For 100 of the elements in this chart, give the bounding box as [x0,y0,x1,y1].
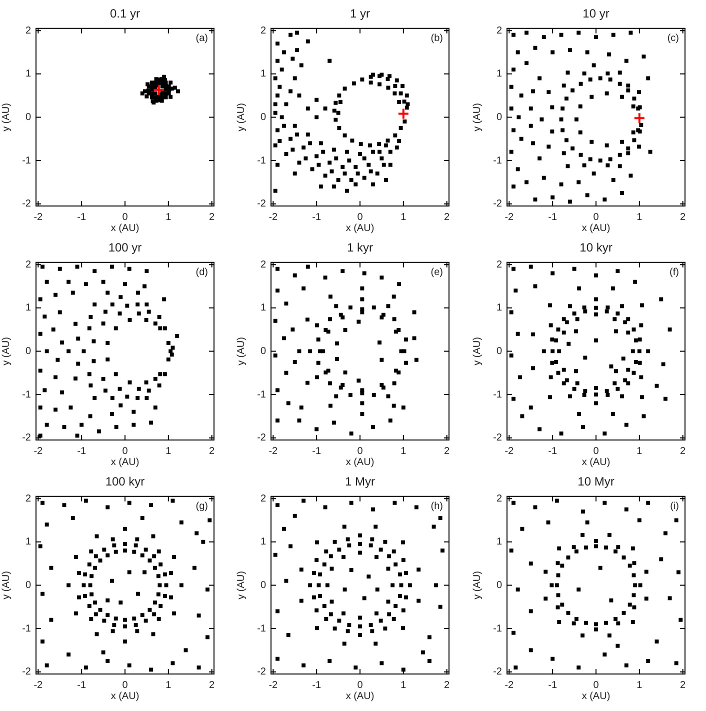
y-tick-label: -2 [257,666,266,678]
y-tick-label: -1 [257,389,266,400]
point [176,89,180,94]
annotation: (b) [430,33,443,44]
y-tick-label: 1 [496,68,502,80]
y-tick-label: -1 [22,155,32,166]
x-tick-label: -2 [504,680,514,691]
chart-title: 1 Myr [345,474,376,489]
x-tick-label: -1 [312,446,322,457]
annotation: (h) [430,501,443,512]
y-tick-label: -2 [493,198,502,210]
x-tick-label: 1 [636,212,643,223]
x-tick-label: 2 [209,680,216,691]
y-tick-label: 0 [260,112,266,123]
y-axis-title: y (AU) [472,337,483,366]
y-tick-label: 1 [25,302,32,314]
x-tick-label: -2 [268,212,278,223]
x-tick-label: -2 [504,446,514,457]
x-tick-label: -1 [77,446,86,457]
x-tick-label: 1 [400,446,407,457]
y-tick-label: 2 [496,259,502,270]
x-tick-label: 2 [444,680,450,691]
y-axis-title: y (AU) [236,337,247,366]
point [144,94,149,98]
x-tick-label: 1 [400,680,407,691]
y-tick-label: -1 [257,155,266,166]
x-tick-label: -2 [34,680,44,691]
point [152,84,165,96]
x-axis-title: x (AU) [346,222,374,234]
x-tick-label: -1 [77,212,86,223]
y-tick-label: 0 [260,580,266,591]
x-tick-label: 1 [166,446,172,457]
y-tick-label: -2 [22,198,32,210]
x-tick-label: 0 [593,446,600,457]
x-tick-label: -1 [312,212,322,223]
y-tick-label: -2 [493,432,502,444]
y-tick-label: -2 [22,432,32,444]
y-tick-label: 0 [25,580,32,591]
annotation: (a) [196,33,208,44]
x-tick-label: 0 [122,446,128,457]
point [164,95,168,100]
x-tick-label: -1 [548,446,558,457]
y-axis-title: y (AU) [0,103,12,132]
x-tick-label: 1 [636,680,643,691]
y-tick-label: 2 [260,259,266,270]
y-tick-label: 2 [496,493,502,504]
x-tick-label: -2 [34,446,44,457]
point [140,91,144,96]
chart-title: 1 yr [350,6,370,21]
x-tick-label: 2 [444,212,450,223]
x-tick-label: -1 [548,680,558,691]
x-axis-title: x (AU) [110,456,140,468]
y-tick-label: 2 [260,493,266,504]
y-tick-label: -1 [22,623,32,634]
annotation: (g) [196,501,208,512]
y-tick-label: 0 [25,346,32,357]
chart-title: 10 yr [582,6,610,21]
y-tick-label: 0 [496,112,502,123]
point [168,94,173,99]
x-tick-label: -2 [268,680,278,691]
x-tick-label: 0 [593,212,600,223]
x-tick-label: -1 [77,680,86,691]
x-tick-label: 2 [680,680,686,691]
x-tick-label: 1 [400,212,407,223]
annotation: (f) [670,267,679,278]
x-tick-label: 2 [444,446,450,457]
x-axis-title: x (AU) [582,690,610,702]
x-tick-label: 0 [357,446,364,457]
x-tick-label: 0 [122,212,128,223]
chart-title: 10 Myr [578,474,614,489]
x-tick-label: 1 [166,680,172,691]
x-axis-title: x (AU) [110,222,140,234]
point [166,91,171,96]
x-tick-label: -2 [34,212,44,223]
y-axis-title: y (AU) [0,337,12,366]
y-tick-label: 1 [260,302,266,314]
point [160,84,164,88]
annotation: (e) [430,267,443,278]
x-tick-label: 1 [636,446,643,457]
y-axis-title: y (AU) [236,571,247,600]
chart-title: 100 yr [108,240,142,255]
x-tick-label: 2 [209,212,216,223]
point [168,80,173,85]
x-tick-label: -1 [312,680,322,691]
x-axis-title: x (AU) [346,690,374,702]
annotation: (d) [196,267,208,278]
chart-title: 10 kyr [580,240,612,255]
y-tick-label: 1 [260,68,266,80]
y-axis-title: y (AU) [472,103,483,132]
y-tick-label: 1 [260,536,266,548]
x-axis-title: x (AU) [110,690,140,702]
y-tick-label: -2 [493,666,502,678]
y-tick-label: 0 [496,346,502,357]
y-tick-label: -1 [493,623,502,634]
y-tick-label: 1 [25,68,32,80]
x-tick-label: -2 [504,212,514,223]
annotation: (c) [667,33,679,44]
y-tick-label: -2 [22,666,32,678]
x-tick-label: 0 [593,680,600,691]
x-tick-label: 0 [357,680,364,691]
